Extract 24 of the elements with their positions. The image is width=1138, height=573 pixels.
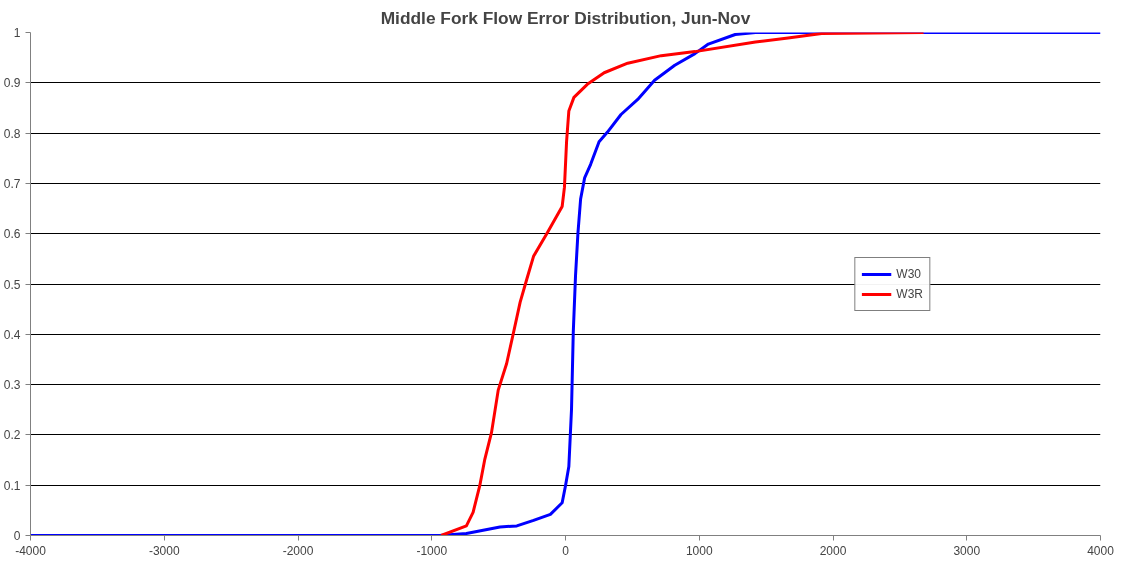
y-tick-label: 0.8: [3, 126, 21, 141]
legend-label: W30: [896, 266, 922, 281]
legend-label: W3R: [896, 286, 923, 301]
chart-title: Middle Fork Flow Error Distribution, Jun-Nov: [380, 7, 751, 28]
y-tick-label: 0.2: [3, 428, 21, 443]
x-tick-label: 1000: [685, 543, 713, 558]
y-tick-label: 0: [13, 529, 21, 543]
y-tick-label: 0.1: [3, 478, 21, 493]
x-tick-label: 0: [562, 543, 570, 558]
y-tick-label: 1: [13, 26, 21, 40]
x-tick-label: 4000: [1087, 543, 1115, 558]
line-series: [439, 32, 926, 536]
y-tick-label: 0.4: [3, 327, 21, 342]
x-tick-label: -3000: [148, 543, 180, 558]
x-tick-label: 2000: [819, 543, 847, 558]
x-tick-label: -2000: [282, 543, 314, 558]
y-tick-label: 0.7: [3, 176, 21, 191]
y-tick-label: 0.3: [3, 378, 21, 393]
y-tick-label: 0.9: [3, 76, 21, 91]
x-tick-label: 3000: [953, 543, 981, 558]
x-tick-label: -4000: [15, 543, 47, 558]
y-tick-label: 0.6: [3, 227, 21, 242]
x-tick-label: -1000: [416, 543, 448, 558]
y-tick-label: 0.5: [3, 277, 21, 292]
